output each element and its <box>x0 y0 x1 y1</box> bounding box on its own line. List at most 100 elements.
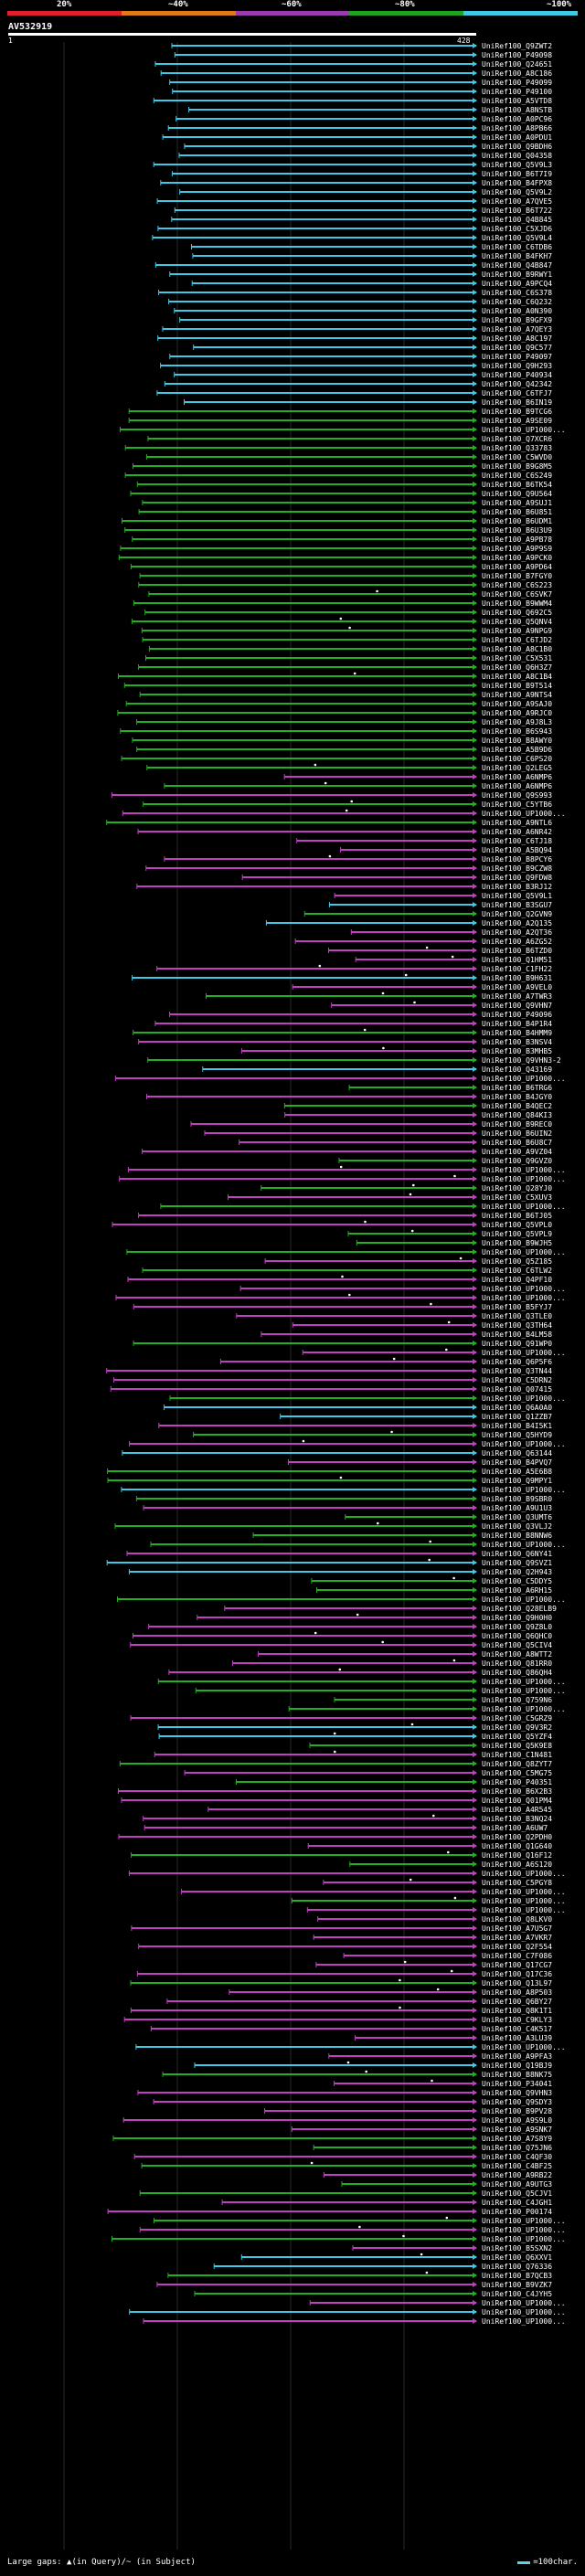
hit-label[interactable]: UniRef100_A2QT36 <box>482 928 552 937</box>
hit-label[interactable]: UniRef100_A7U5G7 <box>482 1924 552 1933</box>
hit-label[interactable]: UniRef100_B9GFX9 <box>482 316 552 324</box>
hit-label[interactable]: UniRef100_UP1000... <box>482 1541 566 1549</box>
hit-label[interactable]: UniRef100_UP1000... <box>482 2235 566 2243</box>
hit-label[interactable]: UniRef100_B6T722 <box>482 207 552 215</box>
hit-label[interactable]: UniRef100_B5SXN2 <box>482 2244 552 2253</box>
hit-label[interactable]: UniRef100_Q81RR0 <box>482 1659 552 1668</box>
hit-label[interactable]: UniRef100_Q2PDH0 <box>482 1833 552 1841</box>
hit-label[interactable]: UniRef100_Q3TN44 <box>482 1367 552 1375</box>
hit-label[interactable]: UniRef100_A6UW7 <box>482 1824 548 1832</box>
hit-label[interactable]: UniRef100_Q5V9L4 <box>482 234 552 242</box>
hit-label[interactable]: UniRef100_Q9H0H0 <box>482 1614 552 1622</box>
hit-label[interactable]: UniRef100_B5FYJ7 <box>482 1303 552 1311</box>
hit-label[interactable]: UniRef100_Q16F12 <box>482 1851 552 1860</box>
hit-label[interactable]: UniRef100_UP1000... <box>482 2317 566 2326</box>
hit-label[interactable]: UniRef100_C1FH22 <box>482 965 552 973</box>
hit-label[interactable]: UniRef100_B9WWM4 <box>482 599 552 608</box>
hit-label[interactable]: UniRef100_C1N481 <box>482 1751 552 1759</box>
hit-label[interactable]: UniRef100_A6ZG52 <box>482 938 552 946</box>
hit-label[interactable]: UniRef100_B9WJH5 <box>482 1239 552 1247</box>
hit-label[interactable]: UniRef100_B7FGY0 <box>482 572 552 580</box>
hit-label[interactable]: UniRef100_C5GRZ9 <box>482 1714 552 1723</box>
hit-label[interactable]: UniRef100_UP1000... <box>482 1075 566 1083</box>
hit-label[interactable]: UniRef100_B9RWY1 <box>482 270 552 279</box>
hit-label[interactable]: UniRef100_A8C186 <box>482 69 552 78</box>
hit-label[interactable]: UniRef100_B9PV28 <box>482 2107 552 2115</box>
hit-label[interactable]: UniRef100_A9PB78 <box>482 535 552 544</box>
hit-label[interactable]: UniRef100_Q04358 <box>482 152 552 160</box>
hit-label[interactable]: UniRef100_B9TCG6 <box>482 408 552 416</box>
hit-label[interactable]: UniRef100_B6IN19 <box>482 398 552 407</box>
hit-label[interactable]: UniRef100_C5X531 <box>482 654 552 663</box>
hit-label[interactable]: UniRef100_Q5VPL9 <box>482 1230 552 1238</box>
hit-label[interactable]: UniRef100_Q6XXV1 <box>482 2253 552 2262</box>
hit-label[interactable]: UniRef100_A4R545 <box>482 1806 552 1814</box>
hit-label[interactable]: UniRef100_UP1000... <box>482 1870 566 1878</box>
hit-label[interactable]: UniRef100_A7VKR7 <box>482 1934 552 1942</box>
hit-label[interactable]: UniRef100_A5B9D6 <box>482 746 552 754</box>
hit-label[interactable]: UniRef100_C6TFJ7 <box>482 389 552 398</box>
hit-label[interactable]: UniRef100_C4JGH1 <box>482 2199 552 2207</box>
hit-label[interactable]: UniRef100_Q5CIV4 <box>482 1641 552 1649</box>
hit-label[interactable]: UniRef100_Q9FDW8 <box>482 874 552 882</box>
hit-label[interactable]: UniRef100_Q9MPY1 <box>482 1477 552 1485</box>
hit-label[interactable]: UniRef100_Q5CJV1 <box>482 2189 552 2198</box>
hit-label[interactable]: UniRef100_UP1000... <box>482 1166 566 1174</box>
hit-label[interactable]: UniRef100_Q42342 <box>482 380 552 388</box>
hit-label[interactable]: UniRef100_Q43169 <box>482 1065 552 1074</box>
hit-label[interactable]: UniRef100_A9SAJ0 <box>482 700 552 708</box>
hit-label[interactable]: UniRef100_C5PGY8 <box>482 1879 552 1887</box>
hit-label[interactable]: UniRef100_Q6BY27 <box>482 1998 552 2006</box>
hit-label[interactable]: UniRef100_A0N390 <box>482 307 552 315</box>
hit-label[interactable]: UniRef100_B3MHB5 <box>482 1047 552 1055</box>
hit-label[interactable]: UniRef100_Q3VLJ2 <box>482 1522 552 1531</box>
hit-label[interactable]: UniRef100_A9NPG9 <box>482 627 552 635</box>
hit-label[interactable]: UniRef100_C4QF30 <box>482 2153 552 2161</box>
hit-label[interactable]: UniRef100_A0PC96 <box>482 115 552 123</box>
hit-label[interactable]: UniRef100_Q4B845 <box>482 216 552 224</box>
hit-label[interactable]: UniRef100_Q1G640 <box>482 1842 552 1850</box>
hit-label[interactable]: UniRef100_Q17CG7 <box>482 1961 552 1969</box>
hit-label[interactable]: UniRef100_UP1000... <box>482 1175 566 1183</box>
hit-label[interactable]: UniRef100_Q9H293 <box>482 362 552 370</box>
hit-label[interactable]: UniRef100_P34041 <box>482 2080 552 2088</box>
hit-label[interactable]: UniRef100_P40351 <box>482 1778 552 1786</box>
hit-label[interactable]: UniRef100_B7QCB3 <box>482 2272 552 2280</box>
hit-label[interactable]: UniRef100_B9VZK7 <box>482 2281 552 2289</box>
hit-label[interactable]: UniRef100_A9UTG3 <box>482 2180 552 2189</box>
hit-label[interactable]: UniRef100_B6U3U9 <box>482 526 552 535</box>
hit-label[interactable]: UniRef100_C6S378 <box>482 289 552 297</box>
hit-label[interactable]: UniRef100_A8C1B4 <box>482 673 552 681</box>
hit-label[interactable]: UniRef100_P49097 <box>482 353 552 361</box>
hit-label[interactable]: UniRef100_Q17C36 <box>482 1970 552 1978</box>
hit-label[interactable]: UniRef100_C9KLY3 <box>482 2016 552 2024</box>
hit-label[interactable]: UniRef100_Q6NY41 <box>482 1550 552 1558</box>
hit-label[interactable]: UniRef100_P49100 <box>482 88 552 96</box>
hit-label[interactable]: UniRef100_Q9U564 <box>482 490 552 498</box>
hit-label[interactable]: UniRef100_UP1000... <box>482 1595 566 1604</box>
hit-label[interactable]: UniRef100_A8WTT2 <box>482 1650 552 1659</box>
hit-label[interactable]: UniRef100_B6T7I9 <box>482 170 552 178</box>
hit-label[interactable]: UniRef100_Q9C577 <box>482 344 552 352</box>
hit-label[interactable]: UniRef100_A8C197 <box>482 334 552 343</box>
hit-label[interactable]: UniRef100_A9PCQ4 <box>482 280 552 288</box>
hit-label[interactable]: UniRef100_C5XJD6 <box>482 225 552 233</box>
hit-label[interactable]: UniRef100_A6NMP6 <box>482 782 552 790</box>
hit-label[interactable]: UniRef100_UP1000... <box>482 1897 566 1905</box>
hit-label[interactable]: UniRef100_Q33783 <box>482 444 552 452</box>
hit-label[interactable]: UniRef100_A8C1B0 <box>482 645 552 653</box>
hit-label[interactable]: UniRef100_C6PS20 <box>482 755 552 763</box>
hit-label[interactable]: UniRef100_Q7XCR6 <box>482 435 552 443</box>
hit-label[interactable]: UniRef100_A5BQ94 <box>482 846 552 854</box>
hit-label[interactable]: UniRef100_A8NSTB <box>482 106 552 114</box>
hit-label[interactable]: UniRef100_UP1000... <box>482 1906 566 1914</box>
hit-label[interactable]: UniRef100_UP1000... <box>482 1888 566 1896</box>
hit-label[interactable]: UniRef100_A9U1U3 <box>482 1504 552 1512</box>
hit-label[interactable]: UniRef100_C5DRN2 <box>482 1376 552 1384</box>
hit-label[interactable]: UniRef100_B4JGY0 <box>482 1093 552 1101</box>
hit-label[interactable]: UniRef100_C5XUV3 <box>482 1193 552 1202</box>
hit-label[interactable]: UniRef100_UP1000... <box>482 810 566 818</box>
hit-label[interactable]: UniRef100_UP1000... <box>482 1294 566 1302</box>
hit-label[interactable]: UniRef100_Q2H943 <box>482 1568 552 1576</box>
hit-label[interactable]: UniRef100_Q9VHN3 <box>482 2089 552 2097</box>
